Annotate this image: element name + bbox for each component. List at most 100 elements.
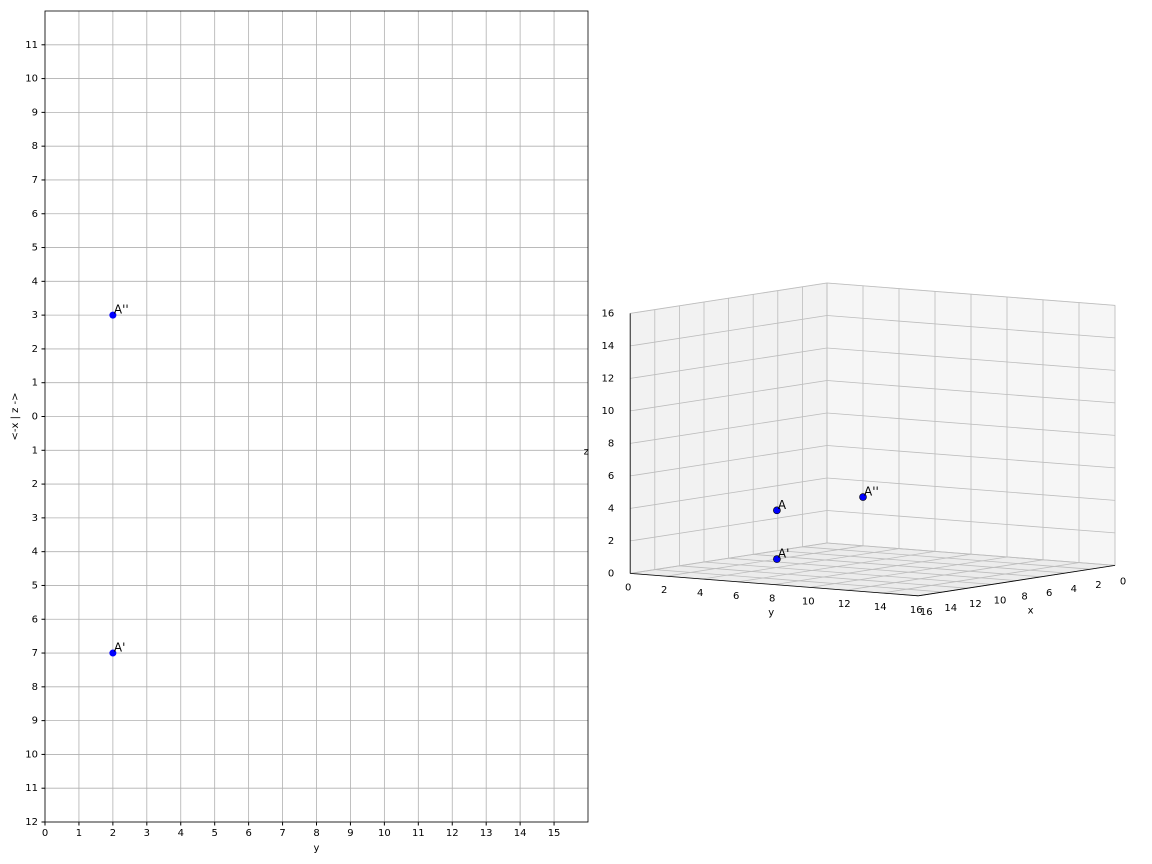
grid-line <box>630 542 828 574</box>
y-tick-label: 2 <box>661 585 667 596</box>
y-tick-label: 14 <box>874 602 887 613</box>
grid-line <box>826 542 1116 566</box>
y-tick-label: 5 <box>32 580 38 591</box>
z-tick-label: 14 <box>601 341 614 352</box>
grid-line <box>826 412 1116 436</box>
y-tick-label: 10 <box>802 596 815 607</box>
x-tick-label: 11 <box>412 828 425 839</box>
x-tick-label: 12 <box>446 828 459 839</box>
x-tick-label: 2 <box>1095 580 1101 591</box>
y-tick-label: 3 <box>32 513 38 524</box>
point <box>109 311 117 319</box>
y-tick-label: 4 <box>697 588 703 599</box>
x-tick-label: 7 <box>279 828 285 839</box>
plot-frame <box>44 10 589 823</box>
grid-line <box>630 477 828 509</box>
grid-line <box>630 380 828 412</box>
point <box>859 493 867 501</box>
grid-line <box>666 545 864 577</box>
grid-line <box>826 510 1116 534</box>
point-label: A <box>778 498 787 512</box>
grid-line <box>630 282 828 314</box>
x-tick-label: 4 <box>1071 584 1077 595</box>
grid-line <box>702 548 900 580</box>
grid-line <box>826 282 1116 306</box>
y-tick-label: 11 <box>25 40 38 51</box>
grid-line <box>774 553 972 585</box>
x-tick-label: 13 <box>480 828 493 839</box>
y-tick-label: 10 <box>25 74 38 85</box>
axis-line <box>630 573 919 597</box>
y-tick-label: 5 <box>32 243 38 254</box>
x-axis-label: y <box>314 843 320 854</box>
x-tick-label: 15 <box>548 828 561 839</box>
grid-line <box>630 315 828 347</box>
grid-line <box>846 559 1044 591</box>
x-tick-label: 14 <box>944 603 957 614</box>
y-tick-label: 8 <box>769 594 775 605</box>
grid-line <box>826 477 1116 501</box>
y-tick-label: 7 <box>32 648 38 659</box>
x-tick-label: 5 <box>212 828 218 839</box>
grid-line <box>826 315 1116 339</box>
x-tick-label: 0 <box>1120 576 1126 587</box>
y-tick-label: 0 <box>625 582 631 593</box>
grid-line <box>630 510 828 542</box>
y-axis-label: y <box>768 608 774 619</box>
x-tick-label: 9 <box>347 828 353 839</box>
z-tick-label: 2 <box>608 536 614 547</box>
y-tick-label: 6 <box>32 209 38 220</box>
point <box>109 649 117 657</box>
x-tick-label: 10 <box>994 595 1007 606</box>
y-tick-label: 2 <box>32 479 38 490</box>
y-tick-label: 12 <box>25 817 38 828</box>
x-tick-label: 4 <box>178 828 184 839</box>
z-tick-label: 12 <box>601 373 614 384</box>
y-tick-label: 4 <box>32 547 38 558</box>
x-tick-label: 16 <box>920 607 933 618</box>
grid-line <box>882 562 1080 594</box>
x-tick-label: 8 <box>1021 592 1027 603</box>
y-tick-label: 12 <box>838 599 851 610</box>
x-tick-label: 12 <box>969 599 982 610</box>
x-tick-label: 2 <box>110 828 116 839</box>
grid-line <box>826 445 1116 469</box>
y-tick-label: 4 <box>32 276 38 287</box>
point <box>773 506 781 515</box>
x-tick-label: 6 <box>245 828 251 839</box>
y-tick-label: 2 <box>32 344 38 355</box>
x-tick-label: 0 <box>42 828 48 839</box>
grid-line <box>810 556 1008 588</box>
grid-line <box>630 347 828 379</box>
y-tick-label: 6 <box>32 614 38 625</box>
point <box>773 555 781 563</box>
y-tick-label: 3 <box>32 310 38 321</box>
z-tick-label: 16 <box>601 308 614 319</box>
point-label: A'' <box>864 485 879 499</box>
y-tick-label: 8 <box>32 682 38 693</box>
y-tick-label: 8 <box>32 141 38 152</box>
axis-line <box>918 565 1116 597</box>
x-axis-label: x <box>1028 606 1034 617</box>
y-tick-label: 16 <box>910 605 923 616</box>
z-tick-label: 0 <box>608 568 614 579</box>
point-label: A' <box>778 547 790 561</box>
z-tick-label: 6 <box>608 471 614 482</box>
z-tick-label: 8 <box>608 438 614 449</box>
point-label: A' <box>114 641 126 655</box>
y-tick-label: 11 <box>25 783 38 794</box>
y-tick-label: 1 <box>32 378 38 389</box>
x-tick-label: 1 <box>76 828 82 839</box>
z-tick-label: 4 <box>608 503 614 514</box>
grid-line <box>738 551 936 583</box>
y-tick-label: 1 <box>32 445 38 456</box>
grid-line <box>630 445 828 477</box>
point-label: A'' <box>114 303 129 317</box>
z-tick-label: 10 <box>601 406 614 417</box>
z-axis-label: z <box>584 446 589 457</box>
y-tick-label: 9 <box>32 716 38 727</box>
y-tick-label: 10 <box>25 749 38 760</box>
y-tick-label: 7 <box>32 175 38 186</box>
x-tick-label: 3 <box>144 828 150 839</box>
